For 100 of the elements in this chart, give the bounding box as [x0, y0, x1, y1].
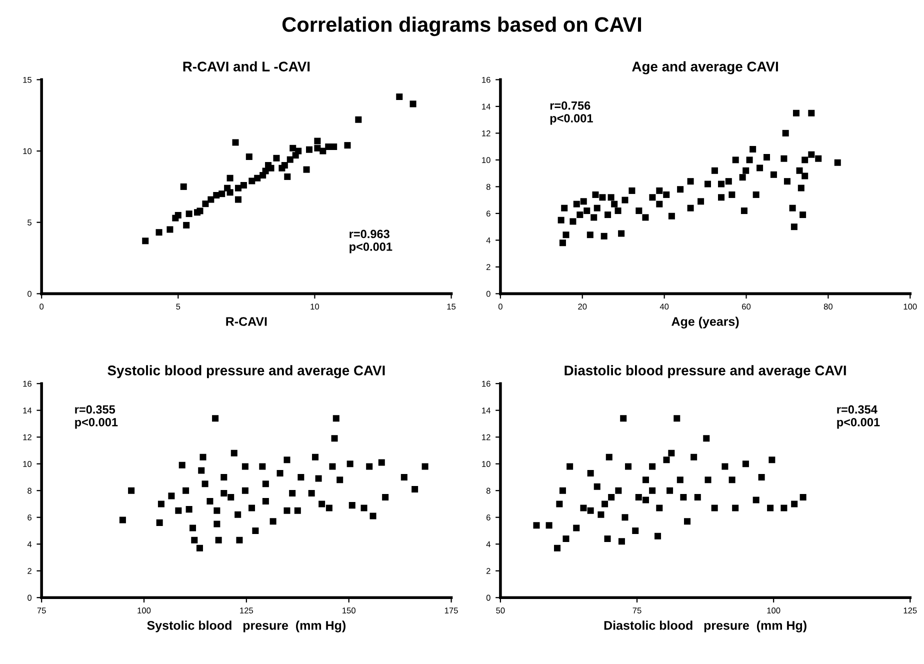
- point: [602, 500, 608, 508]
- point: [355, 116, 362, 123]
- point: [314, 138, 321, 144]
- y-tick-label: 14: [23, 408, 32, 414]
- point: [190, 524, 196, 532]
- point: [318, 500, 326, 508]
- point: [642, 476, 650, 484]
- point: [400, 474, 408, 480]
- point: [370, 512, 376, 520]
- point: [742, 460, 749, 468]
- point: [649, 463, 656, 470]
- x-axis-title: Age (years): [672, 316, 739, 328]
- point: [215, 536, 222, 544]
- point: [752, 496, 760, 504]
- point: [220, 474, 228, 480]
- point: [278, 164, 286, 172]
- point: [378, 459, 385, 466]
- x-axis-title: Systolic blood presure (mm Hg): [147, 620, 346, 632]
- point: [218, 190, 226, 198]
- x-tick-label: 0: [40, 304, 44, 310]
- point: [768, 456, 776, 464]
- point: [649, 487, 656, 494]
- point: [289, 490, 296, 497]
- point: [208, 196, 214, 203]
- point: [259, 463, 266, 470]
- point: [348, 502, 356, 509]
- point: [234, 511, 242, 518]
- y-tick-label: 2: [486, 264, 490, 270]
- point: [676, 476, 684, 484]
- point: [694, 494, 701, 501]
- point: [286, 156, 294, 163]
- point: [234, 184, 242, 192]
- point: [248, 178, 256, 184]
- x-tick-label: 150: [342, 608, 356, 614]
- y-tick-label: 5: [28, 220, 32, 226]
- y-tick-label: 8: [486, 488, 490, 494]
- point: [684, 518, 691, 525]
- point: [312, 454, 319, 460]
- point: [366, 463, 373, 470]
- x-tick-label: 15: [447, 304, 456, 310]
- point: [295, 148, 302, 154]
- point: [556, 500, 563, 508]
- point: [580, 504, 587, 512]
- y-tick-label: 4: [486, 541, 490, 548]
- point: [158, 500, 164, 508]
- point: [290, 144, 296, 152]
- point: [587, 507, 594, 514]
- y-tick-label: 0: [486, 290, 490, 297]
- y-tick-label: 8: [28, 488, 32, 494]
- y-tick-label: 14: [482, 104, 490, 110]
- point: [303, 166, 310, 173]
- point: [598, 511, 604, 518]
- x-tick-label: 100: [138, 608, 151, 614]
- y-tick-label: 8: [486, 184, 490, 190]
- point: [656, 504, 663, 512]
- y-tick-label: 10: [482, 157, 490, 164]
- y-tick-label: 10: [23, 148, 32, 154]
- x-tick-label: 125: [904, 608, 917, 614]
- point: [156, 519, 163, 526]
- point: [284, 456, 290, 464]
- point: [182, 487, 190, 494]
- y-tick-label: 10: [482, 461, 490, 467]
- point: [200, 454, 206, 460]
- point: [234, 196, 242, 203]
- point: [663, 456, 670, 464]
- point: [186, 506, 192, 513]
- point: [191, 536, 198, 544]
- point: [260, 172, 266, 179]
- point: [180, 183, 187, 190]
- point: [202, 200, 209, 208]
- x-tick-label: 175: [444, 608, 458, 614]
- y-tick-label: 0: [28, 594, 32, 601]
- point: [202, 480, 208, 488]
- point: [230, 450, 238, 456]
- point: [625, 463, 632, 470]
- x-tick-label: 100: [767, 608, 780, 614]
- point: [214, 520, 220, 528]
- point: [642, 496, 650, 504]
- chart-title: Age and average CAVI: [632, 61, 778, 74]
- x-tick-label: 60: [742, 304, 751, 310]
- point: [315, 475, 322, 482]
- point: [194, 209, 201, 216]
- y-tick-label: 2: [28, 568, 32, 574]
- text: Correlation diagrams based on CAVI: [282, 16, 642, 36]
- point: [382, 494, 389, 501]
- point: [674, 415, 680, 422]
- point: [336, 476, 344, 484]
- x-tick-label: 80: [824, 304, 833, 310]
- annotation: r=0.355 p<0.001: [75, 405, 118, 429]
- point: [780, 504, 788, 512]
- point: [119, 516, 126, 524]
- point: [166, 226, 174, 233]
- point: [546, 522, 552, 529]
- point: [220, 490, 228, 497]
- point: [228, 494, 234, 501]
- point: [332, 415, 340, 422]
- x-tick-label: 20: [578, 304, 587, 310]
- point: [722, 463, 728, 470]
- point: [325, 143, 332, 150]
- point: [608, 494, 615, 501]
